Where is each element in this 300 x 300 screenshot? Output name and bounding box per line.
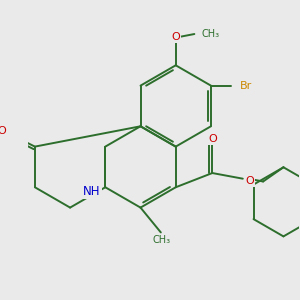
Text: O: O (208, 134, 217, 144)
Text: Br: Br (239, 81, 252, 91)
Text: O: O (171, 32, 180, 42)
Text: O: O (0, 126, 7, 136)
Text: CH₃: CH₃ (201, 29, 219, 39)
Text: O: O (245, 176, 254, 186)
Text: CH₃: CH₃ (153, 235, 171, 245)
Text: NH: NH (83, 185, 101, 198)
